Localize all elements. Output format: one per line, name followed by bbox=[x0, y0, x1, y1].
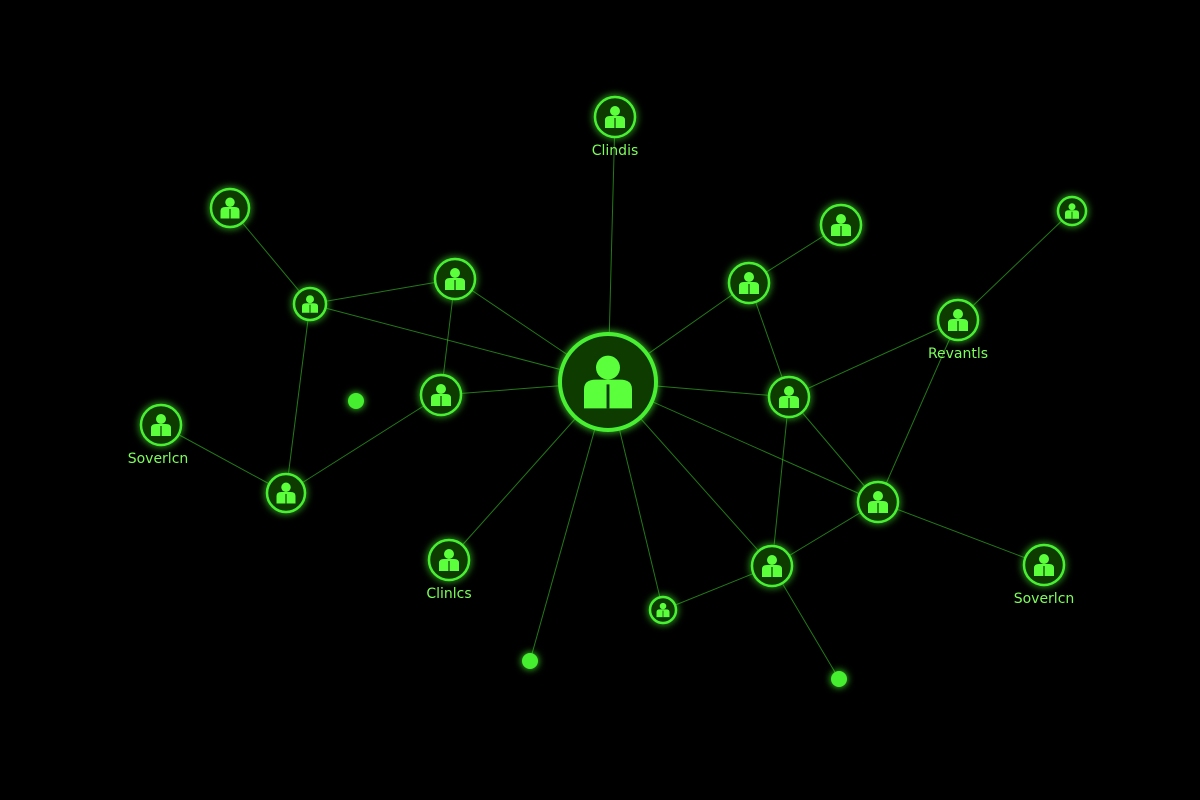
edge-n-revantls-n-r4 bbox=[877, 319, 959, 503]
node-n-r5[interactable] bbox=[750, 544, 794, 588]
label-layer: Clindis Soverlcn Clinlcs Revantls Soverlcn bbox=[128, 143, 1075, 607]
person-icon bbox=[656, 602, 670, 618]
person-icon bbox=[220, 197, 240, 219]
person-icon bbox=[584, 355, 632, 409]
edge-n-r3-n-r4 bbox=[788, 396, 879, 503]
person-icon bbox=[151, 414, 171, 436]
node-n-ul[interactable] bbox=[209, 187, 251, 229]
node-n-small-bottom[interactable] bbox=[648, 595, 678, 625]
edge-n-far-right-n-revantls bbox=[957, 210, 1073, 321]
node-n-l4[interactable] bbox=[265, 472, 307, 514]
dot-c bbox=[831, 671, 847, 687]
node-n-far-right[interactable] bbox=[1056, 195, 1088, 227]
node-n-clinics[interactable] bbox=[427, 538, 471, 582]
edge-n-l3-n-l1 bbox=[309, 278, 456, 305]
node-n-r4[interactable] bbox=[856, 480, 900, 524]
person-icon bbox=[948, 309, 968, 331]
node-n-l2[interactable] bbox=[419, 373, 463, 417]
edge-n-l2-n-l4 bbox=[285, 394, 442, 494]
person-icon bbox=[1034, 554, 1054, 576]
node-layer bbox=[139, 95, 1088, 687]
node-n-r3[interactable] bbox=[767, 375, 811, 419]
node-n-l1[interactable] bbox=[433, 257, 477, 301]
edge-n-r3-n-r5 bbox=[771, 396, 790, 567]
node-label: Clindis bbox=[592, 143, 639, 159]
edge-hub-n-l3 bbox=[309, 303, 609, 383]
person-icon bbox=[439, 549, 459, 571]
node-label: Clinlcs bbox=[426, 586, 471, 602]
person-icon bbox=[276, 482, 296, 504]
edge-n-r5-dot-c bbox=[771, 565, 840, 680]
edge-n-revantls-n-r3 bbox=[788, 319, 959, 398]
edge-n-l3-n-l4 bbox=[285, 303, 311, 494]
person-icon bbox=[868, 491, 888, 513]
node-n-top[interactable] bbox=[593, 95, 637, 139]
person-icon bbox=[831, 214, 851, 236]
node-n-l3[interactable] bbox=[292, 286, 328, 322]
person-icon bbox=[779, 386, 799, 408]
node-n-r2[interactable] bbox=[819, 203, 863, 247]
node-n-revantls[interactable] bbox=[936, 298, 980, 342]
node-hub[interactable] bbox=[558, 332, 658, 432]
person-icon bbox=[762, 555, 782, 577]
node-n-sov-left[interactable] bbox=[139, 403, 183, 447]
person-icon bbox=[605, 106, 625, 128]
dot-b bbox=[522, 653, 538, 669]
person-icon bbox=[431, 384, 451, 406]
person-icon bbox=[739, 272, 759, 294]
person-icon bbox=[302, 295, 318, 313]
node-label: Revantls bbox=[928, 346, 988, 362]
edge-n-r4-n-sov-right bbox=[877, 501, 1045, 566]
node-n-r1[interactable] bbox=[727, 261, 771, 305]
person-icon bbox=[445, 268, 465, 290]
person-icon bbox=[1065, 203, 1079, 219]
node-n-sov-right[interactable] bbox=[1022, 543, 1066, 587]
node-label: Soverlcn bbox=[128, 451, 189, 467]
node-label: Soverlcn bbox=[1014, 591, 1075, 607]
dot-a bbox=[348, 393, 364, 409]
edge-n-sov-left-n-l4 bbox=[160, 424, 287, 494]
edge-n-ul-n-l3 bbox=[229, 207, 311, 305]
